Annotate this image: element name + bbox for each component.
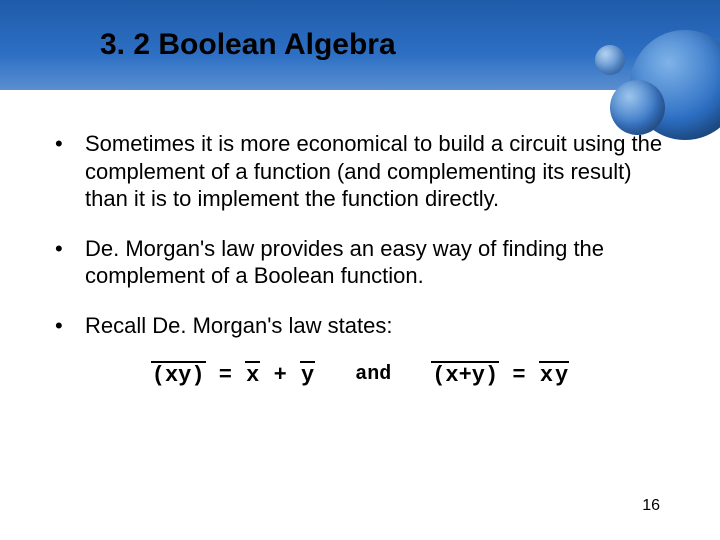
- formula-x-overbar: x: [539, 361, 554, 388]
- bullet-item: • Sometimes it is more economical to bui…: [55, 130, 665, 213]
- decorative-sphere-small: [595, 45, 625, 75]
- formula-lhs2-overbar: (x+y): [431, 361, 499, 388]
- demorgan-formula: (xy) = x + y and (x+y) = xy: [55, 361, 665, 388]
- plus-sign: +: [274, 363, 287, 388]
- bullet-item: • De. Morgan's law provides an easy way …: [55, 235, 665, 290]
- page-number: 16: [642, 497, 660, 515]
- formula-y-overbar: y: [300, 361, 315, 388]
- bullet-text: De. Morgan's law provides an easy way of…: [85, 235, 665, 290]
- decorative-sphere-medium: [610, 80, 665, 135]
- bullet-marker: •: [55, 312, 85, 340]
- bullet-item: • Recall De. Morgan's law states:: [55, 312, 665, 340]
- bullet-text: Sometimes it is more economical to build…: [85, 130, 665, 213]
- slide-content: • Sometimes it is more economical to bui…: [55, 130, 665, 388]
- formula-left: (xy) = x + y: [151, 361, 315, 388]
- bullet-marker: •: [55, 130, 85, 213]
- formula-y-overbar: y: [554, 361, 569, 388]
- equals-sign: =: [512, 363, 525, 388]
- formula-right: (x+y) = xy: [431, 361, 569, 388]
- equals-sign: =: [219, 363, 232, 388]
- bullet-marker: •: [55, 235, 85, 290]
- slide-title: 3. 2 Boolean Algebra: [100, 28, 396, 62]
- formula-connector: and: [355, 363, 391, 386]
- formula-x-overbar: x: [245, 361, 260, 388]
- bullet-text: Recall De. Morgan's law states:: [85, 312, 665, 340]
- formula-lhs-overbar: (xy): [151, 361, 206, 388]
